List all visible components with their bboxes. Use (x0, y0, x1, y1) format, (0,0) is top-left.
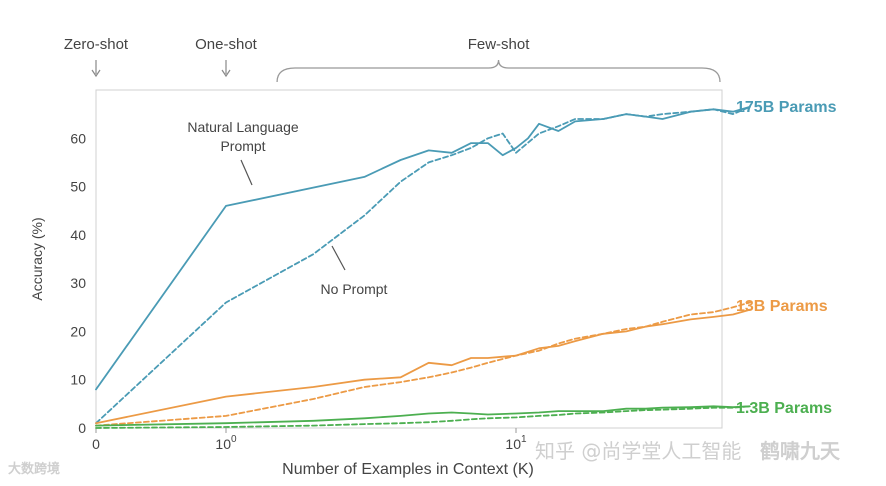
x-tick-label: 100 (215, 434, 237, 452)
annotation-no-prompt: No Prompt (321, 281, 388, 297)
annotation-pointer (331, 245, 346, 271)
region-arrow-head (221, 69, 231, 78)
x-tick-label: 0 (92, 436, 100, 452)
y-tick-label: 0 (78, 420, 86, 436)
x-axis-label: Number of Examples in Context (K) (282, 461, 534, 478)
watermark-text-right: 知乎 @尚学堂人工智能 (535, 439, 741, 463)
x-tick-label: 101 (505, 434, 527, 452)
y-tick-label: 10 (70, 372, 86, 388)
annotation-pointer (240, 159, 253, 186)
region-label: Zero-shot (64, 36, 129, 53)
watermark-right: 知乎 @尚学堂人工智能 鹤啸九天 (535, 439, 841, 463)
watermark-text-right-2: 鹤啸九天 (760, 439, 841, 463)
series-line-solid (95, 405, 751, 427)
series-labels: 175B Params 13B Params 1.3B Params (736, 99, 837, 417)
few-shot-brace (276, 59, 721, 83)
plot-border (95, 89, 723, 429)
annotations: Natural Language Prompt No Prompt (187, 119, 387, 297)
y-tick-label: 60 (70, 130, 86, 146)
annotation-natural-language-prompt: Natural Language Prompt (187, 119, 299, 154)
x-axis: 0 100 101 (92, 428, 527, 452)
series-label: 1.3B Params (736, 400, 832, 417)
watermark-left: 大数跨境 (8, 461, 60, 477)
series-line-dashed (95, 106, 751, 425)
watermark-text-left: 大数跨境 (8, 461, 60, 477)
region-label: One-shot (195, 36, 258, 53)
y-tick-label: 40 (70, 227, 86, 243)
y-tick-label: 30 (70, 275, 86, 291)
y-axis-label: Accuracy (%) (29, 217, 45, 300)
plot-area (95, 89, 723, 429)
series-label: 13B Params (736, 298, 828, 315)
series-line-dashed (95, 405, 751, 429)
region-label: Few-shot (468, 36, 531, 53)
y-tick-label: 50 (70, 179, 86, 195)
series-line-solid (95, 308, 751, 425)
region-arrow-head (91, 69, 101, 78)
series-line-dashed (95, 301, 751, 427)
shot-regions: Zero-shot One-shot Few-shot (64, 36, 721, 83)
series-line-solid (95, 106, 751, 391)
y-tick-label: 20 (70, 323, 86, 339)
series-label: 175B Params (736, 99, 837, 116)
y-axis: 0 10 20 30 40 50 60 (70, 130, 86, 436)
series-lines (95, 106, 751, 429)
